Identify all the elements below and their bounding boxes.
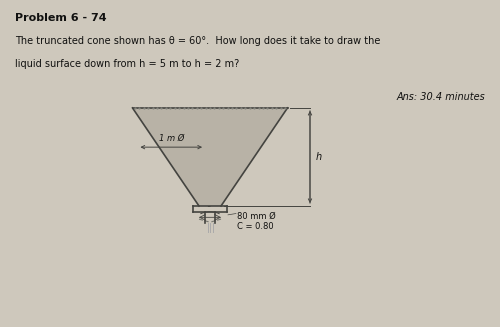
Text: 80 mm Ø: 80 mm Ø	[237, 212, 276, 221]
Text: θ: θ	[208, 199, 213, 209]
Text: Problem 6 - 74: Problem 6 - 74	[15, 13, 106, 23]
Text: Ans: 30.4 minutes: Ans: 30.4 minutes	[396, 92, 485, 102]
Text: h: h	[316, 152, 322, 162]
Text: liquid surface down from h = 5 m to h = 2 m?: liquid surface down from h = 5 m to h = …	[15, 59, 239, 69]
Polygon shape	[132, 108, 288, 206]
Text: C = 0.80: C = 0.80	[237, 222, 274, 231]
Text: 1 m Ø: 1 m Ø	[158, 134, 184, 143]
Text: The truncated cone shown has θ = 60°.  How long does it take to draw the: The truncated cone shown has θ = 60°. Ho…	[15, 36, 380, 46]
